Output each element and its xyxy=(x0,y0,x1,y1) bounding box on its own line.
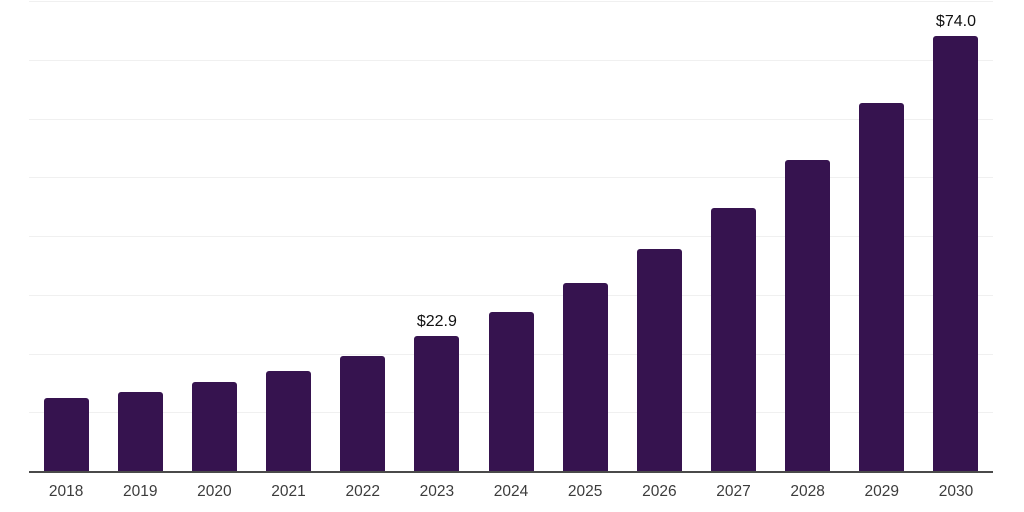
bar-2023[interactable]: $22.9 xyxy=(414,314,460,471)
bar-2026[interactable] xyxy=(636,248,682,471)
x-tick-2026: 2026 xyxy=(642,483,677,500)
x-tick-2029: 2029 xyxy=(864,483,900,500)
x-tick-2022: 2022 xyxy=(345,483,380,500)
bar-2027[interactable] xyxy=(710,208,756,471)
bar-group-2026 xyxy=(622,1,696,471)
x-tick-2019: 2019 xyxy=(122,483,158,500)
bar-2020[interactable] xyxy=(191,381,237,471)
gridline-80 xyxy=(29,1,993,2)
bar-2018[interactable] xyxy=(43,398,89,471)
x-tick-2028: 2028 xyxy=(790,483,825,500)
bar-2029[interactable] xyxy=(859,103,905,471)
x-tick-2021: 2021 xyxy=(271,483,306,500)
gridline-60 xyxy=(29,118,993,120)
x-tick-2023: 2023 xyxy=(419,483,455,500)
plot-area: $22.9 $74.0 xyxy=(29,1,993,473)
gridline-30 xyxy=(29,294,993,296)
bar-2030[interactable]: $74.0 xyxy=(933,14,979,471)
bar-group-2018 xyxy=(29,1,103,471)
bar-group-2022 xyxy=(326,1,400,471)
x-tick-2020: 2020 xyxy=(197,483,232,500)
bar-group-2030: $74.0 xyxy=(919,1,993,471)
bar-group-2028 xyxy=(771,1,845,471)
bar-2024[interactable] xyxy=(488,311,534,471)
bar-group-2029 xyxy=(845,1,919,471)
x-tick-2025: 2025 xyxy=(567,483,603,500)
bar-group-2027 xyxy=(696,1,770,471)
gridline-70 xyxy=(29,59,993,61)
bar-2019[interactable] xyxy=(117,391,163,471)
bar-2021[interactable] xyxy=(266,370,312,471)
bar-group-2019 xyxy=(103,1,177,471)
bar-value-label-2023: $22.9 xyxy=(416,313,457,331)
bar-group-2025 xyxy=(548,1,622,471)
bar-2028[interactable] xyxy=(785,160,831,471)
x-tick-2024: 2024 xyxy=(493,483,529,500)
x-axis-tick-labels: 2018 2019 2020 2021 2022 2023 2024 2025 2026 2027… xyxy=(29,473,993,501)
bar-2025[interactable] xyxy=(562,283,608,471)
x-tick-2018: 2018 xyxy=(48,483,84,500)
bar-2022[interactable] xyxy=(340,355,386,471)
gridline-40 xyxy=(29,236,993,237)
gridline-50 xyxy=(29,177,993,179)
bar-group-2020 xyxy=(177,1,251,471)
bar-group-2023: $22.9 xyxy=(400,1,474,471)
bar-group-2024 xyxy=(474,1,548,471)
bars-container: $22.9 $74.0 xyxy=(29,1,993,471)
bar-value-label-2030: $74.0 xyxy=(935,13,976,31)
bar-group-2021 xyxy=(251,1,325,471)
x-tick-2027: 2027 xyxy=(716,483,751,500)
x-tick-2030: 2030 xyxy=(938,483,974,500)
